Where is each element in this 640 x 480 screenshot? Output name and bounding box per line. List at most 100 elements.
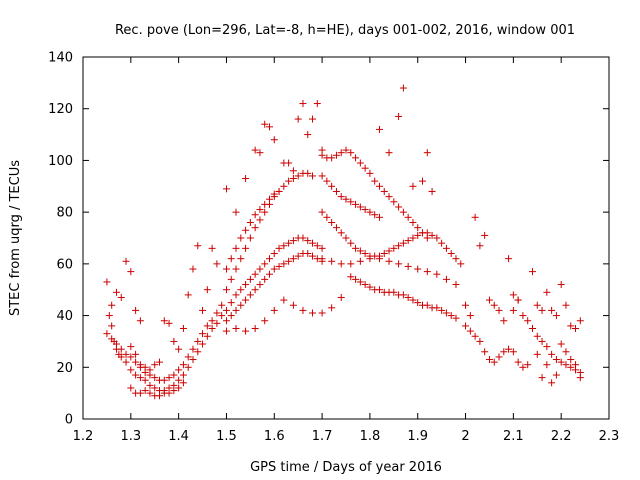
data-point [318, 309, 326, 317]
data-point [299, 306, 307, 314]
x-tick-label: 2.2 [551, 429, 572, 444]
data-point [222, 317, 230, 325]
data-point [533, 301, 541, 309]
data-point [237, 301, 245, 309]
data-point [146, 381, 154, 389]
data-point [309, 239, 317, 247]
data-point [490, 301, 498, 309]
data-point [375, 286, 383, 294]
data-point [213, 309, 221, 317]
data-point [342, 195, 350, 203]
data-point [347, 198, 355, 206]
data-point [423, 149, 431, 157]
data-point [337, 260, 345, 268]
data-point [576, 374, 584, 382]
data-point [232, 244, 240, 252]
data-point [179, 325, 187, 332]
data-point [509, 348, 517, 356]
data-point [261, 317, 269, 325]
data-point [356, 203, 364, 211]
data-point [256, 265, 264, 273]
data-point [313, 100, 321, 108]
data-point [395, 260, 403, 268]
data-point [476, 337, 484, 345]
data-point [280, 182, 288, 190]
data-point [141, 387, 149, 395]
data-point [366, 283, 374, 291]
data-point [199, 330, 207, 338]
data-point [380, 187, 388, 195]
data-point [194, 337, 202, 345]
data-point [438, 306, 446, 314]
data-point [548, 350, 556, 358]
data-point [395, 242, 403, 250]
data-point [246, 291, 254, 299]
data-point [199, 340, 207, 348]
data-point [352, 200, 360, 208]
data-point [332, 187, 340, 195]
data-point [246, 218, 254, 226]
y-tick-label: 100 [48, 154, 73, 169]
data-point [404, 237, 412, 245]
y-tick-label: 140 [48, 51, 73, 66]
data-point [433, 234, 441, 242]
data-point [409, 182, 417, 190]
data-point [548, 306, 556, 314]
data-point [419, 229, 427, 237]
data-point [189, 265, 197, 273]
data-point [505, 345, 513, 353]
x-tick-label: 1.6 [264, 429, 285, 444]
data-point [127, 343, 135, 351]
data-point [103, 330, 111, 338]
data-point [347, 149, 355, 157]
data-point [414, 299, 422, 307]
data-point [562, 361, 570, 369]
data-point [175, 376, 183, 384]
data-point [112, 288, 120, 296]
data-point [438, 239, 446, 247]
data-point [404, 262, 412, 270]
data-point [246, 234, 254, 242]
data-point [237, 255, 245, 263]
data-point [399, 291, 407, 299]
data-point [447, 312, 455, 320]
data-point [184, 363, 192, 371]
data-point [237, 234, 245, 242]
data-point [309, 115, 317, 123]
data-point [136, 317, 144, 325]
data-point [304, 169, 312, 177]
data-point [275, 244, 283, 252]
data-point [251, 211, 259, 219]
data-point [495, 353, 503, 361]
data-point [528, 325, 536, 332]
data-point [289, 175, 297, 183]
data-point [385, 247, 393, 255]
data-point [136, 389, 144, 397]
data-point [318, 151, 326, 159]
data-point [399, 84, 407, 92]
data-point [309, 309, 317, 317]
data-point [538, 337, 546, 345]
data-point [318, 172, 326, 180]
data-point [160, 317, 168, 325]
data-point [218, 312, 226, 320]
data-point [318, 208, 326, 216]
data-point [299, 234, 307, 242]
data-point [270, 250, 278, 258]
data-point [222, 185, 230, 193]
data-point [519, 363, 527, 371]
data-point [409, 234, 417, 242]
data-point [543, 288, 551, 296]
data-point [294, 172, 302, 180]
data-point [208, 325, 216, 332]
data-point [227, 255, 235, 263]
data-point [318, 255, 326, 263]
x-tick-label: 1.3 [120, 429, 141, 444]
data-point [366, 208, 374, 216]
data-point [419, 177, 427, 185]
data-point [380, 250, 388, 258]
data-point [457, 260, 465, 268]
x-tick-label: 2.1 [503, 429, 524, 444]
data-point [165, 374, 173, 382]
